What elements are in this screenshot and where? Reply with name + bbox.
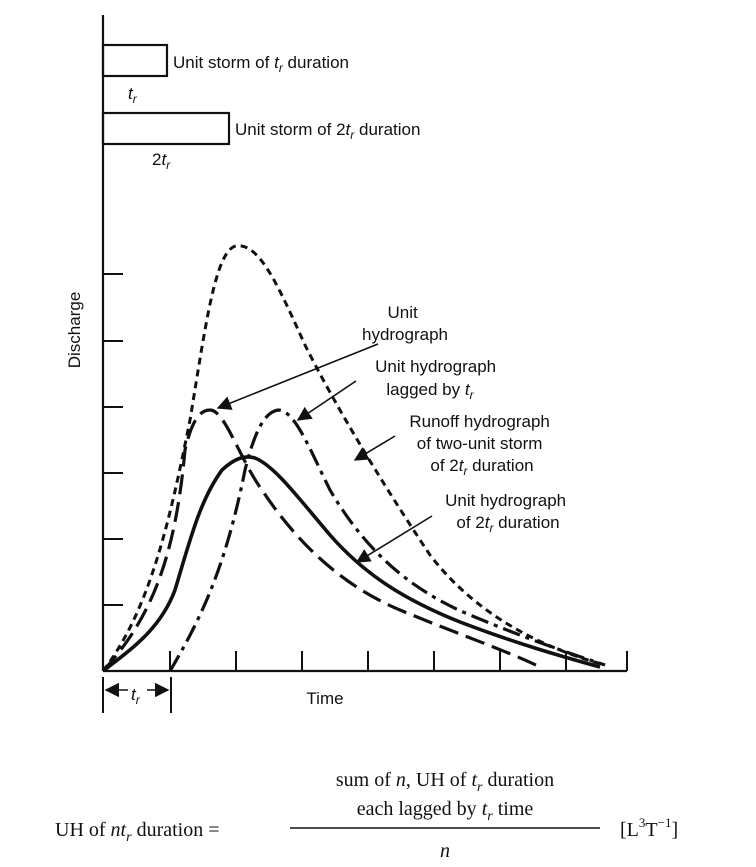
- arrow-uh-2tr: [355, 515, 433, 563]
- axes: Discharge Time: [65, 15, 628, 708]
- unit-storm-tr-bar: [101, 43, 169, 78]
- equation: UH of ntr duration = sum of n, UH of tr …: [55, 769, 678, 862]
- arrow-lagged: [296, 380, 357, 421]
- unit-hydrograph-2tr: [101, 455, 601, 673]
- equation-denominator: n: [440, 840, 450, 862]
- annotation-lagged: Unit hydrograph lagged by tr: [375, 357, 501, 402]
- arrow-unit-hydrograph: [216, 343, 379, 410]
- x-axis-label: Time: [306, 689, 343, 708]
- equation-units: [L3T−1]: [620, 815, 678, 841]
- storm-bars: Unit storm of tr duration tr Unit storm …: [101, 43, 420, 172]
- equation-numerator-line1: sum of n, UH of tr duration: [336, 769, 554, 795]
- tr-marker-label: tr: [131, 685, 141, 707]
- x-ticks: [169, 651, 628, 671]
- annotations: Unit hydrograph Unit hydrograph lagged b…: [216, 303, 571, 563]
- equation-lhs: UH of ntr duration =: [55, 819, 220, 845]
- unit-storm-2tr-bar: [101, 111, 231, 146]
- unit-storm-tr-label: Unit storm of tr duration: [173, 53, 349, 75]
- hydrograph-curves: [101, 244, 606, 673]
- y-axis-label: Discharge: [65, 292, 84, 369]
- runoff-hydrograph-two-unit-storm: [101, 244, 606, 672]
- tr-dimension-marker: tr: [102, 677, 172, 713]
- annotation-runoff: Runoff hydrograph of two-unit storm of 2…: [409, 412, 554, 478]
- equation-numerator-line2: each lagged by tr time: [357, 798, 534, 824]
- unit-storm-2tr-label: Unit storm of 2tr duration: [235, 120, 420, 142]
- y-ticks: [103, 273, 123, 606]
- 2tr-width-label: 2tr: [152, 150, 171, 172]
- unit-hydrograph: [101, 408, 541, 673]
- annotation-uh-2tr: Unit hydrograph of 2tr duration: [445, 491, 571, 535]
- tr-width-label: tr: [128, 84, 138, 106]
- annotation-unit-hydrograph: Unit hydrograph: [362, 303, 448, 344]
- unit-hydrograph-lagged: [168, 408, 606, 672]
- arrow-runoff: [353, 435, 396, 461]
